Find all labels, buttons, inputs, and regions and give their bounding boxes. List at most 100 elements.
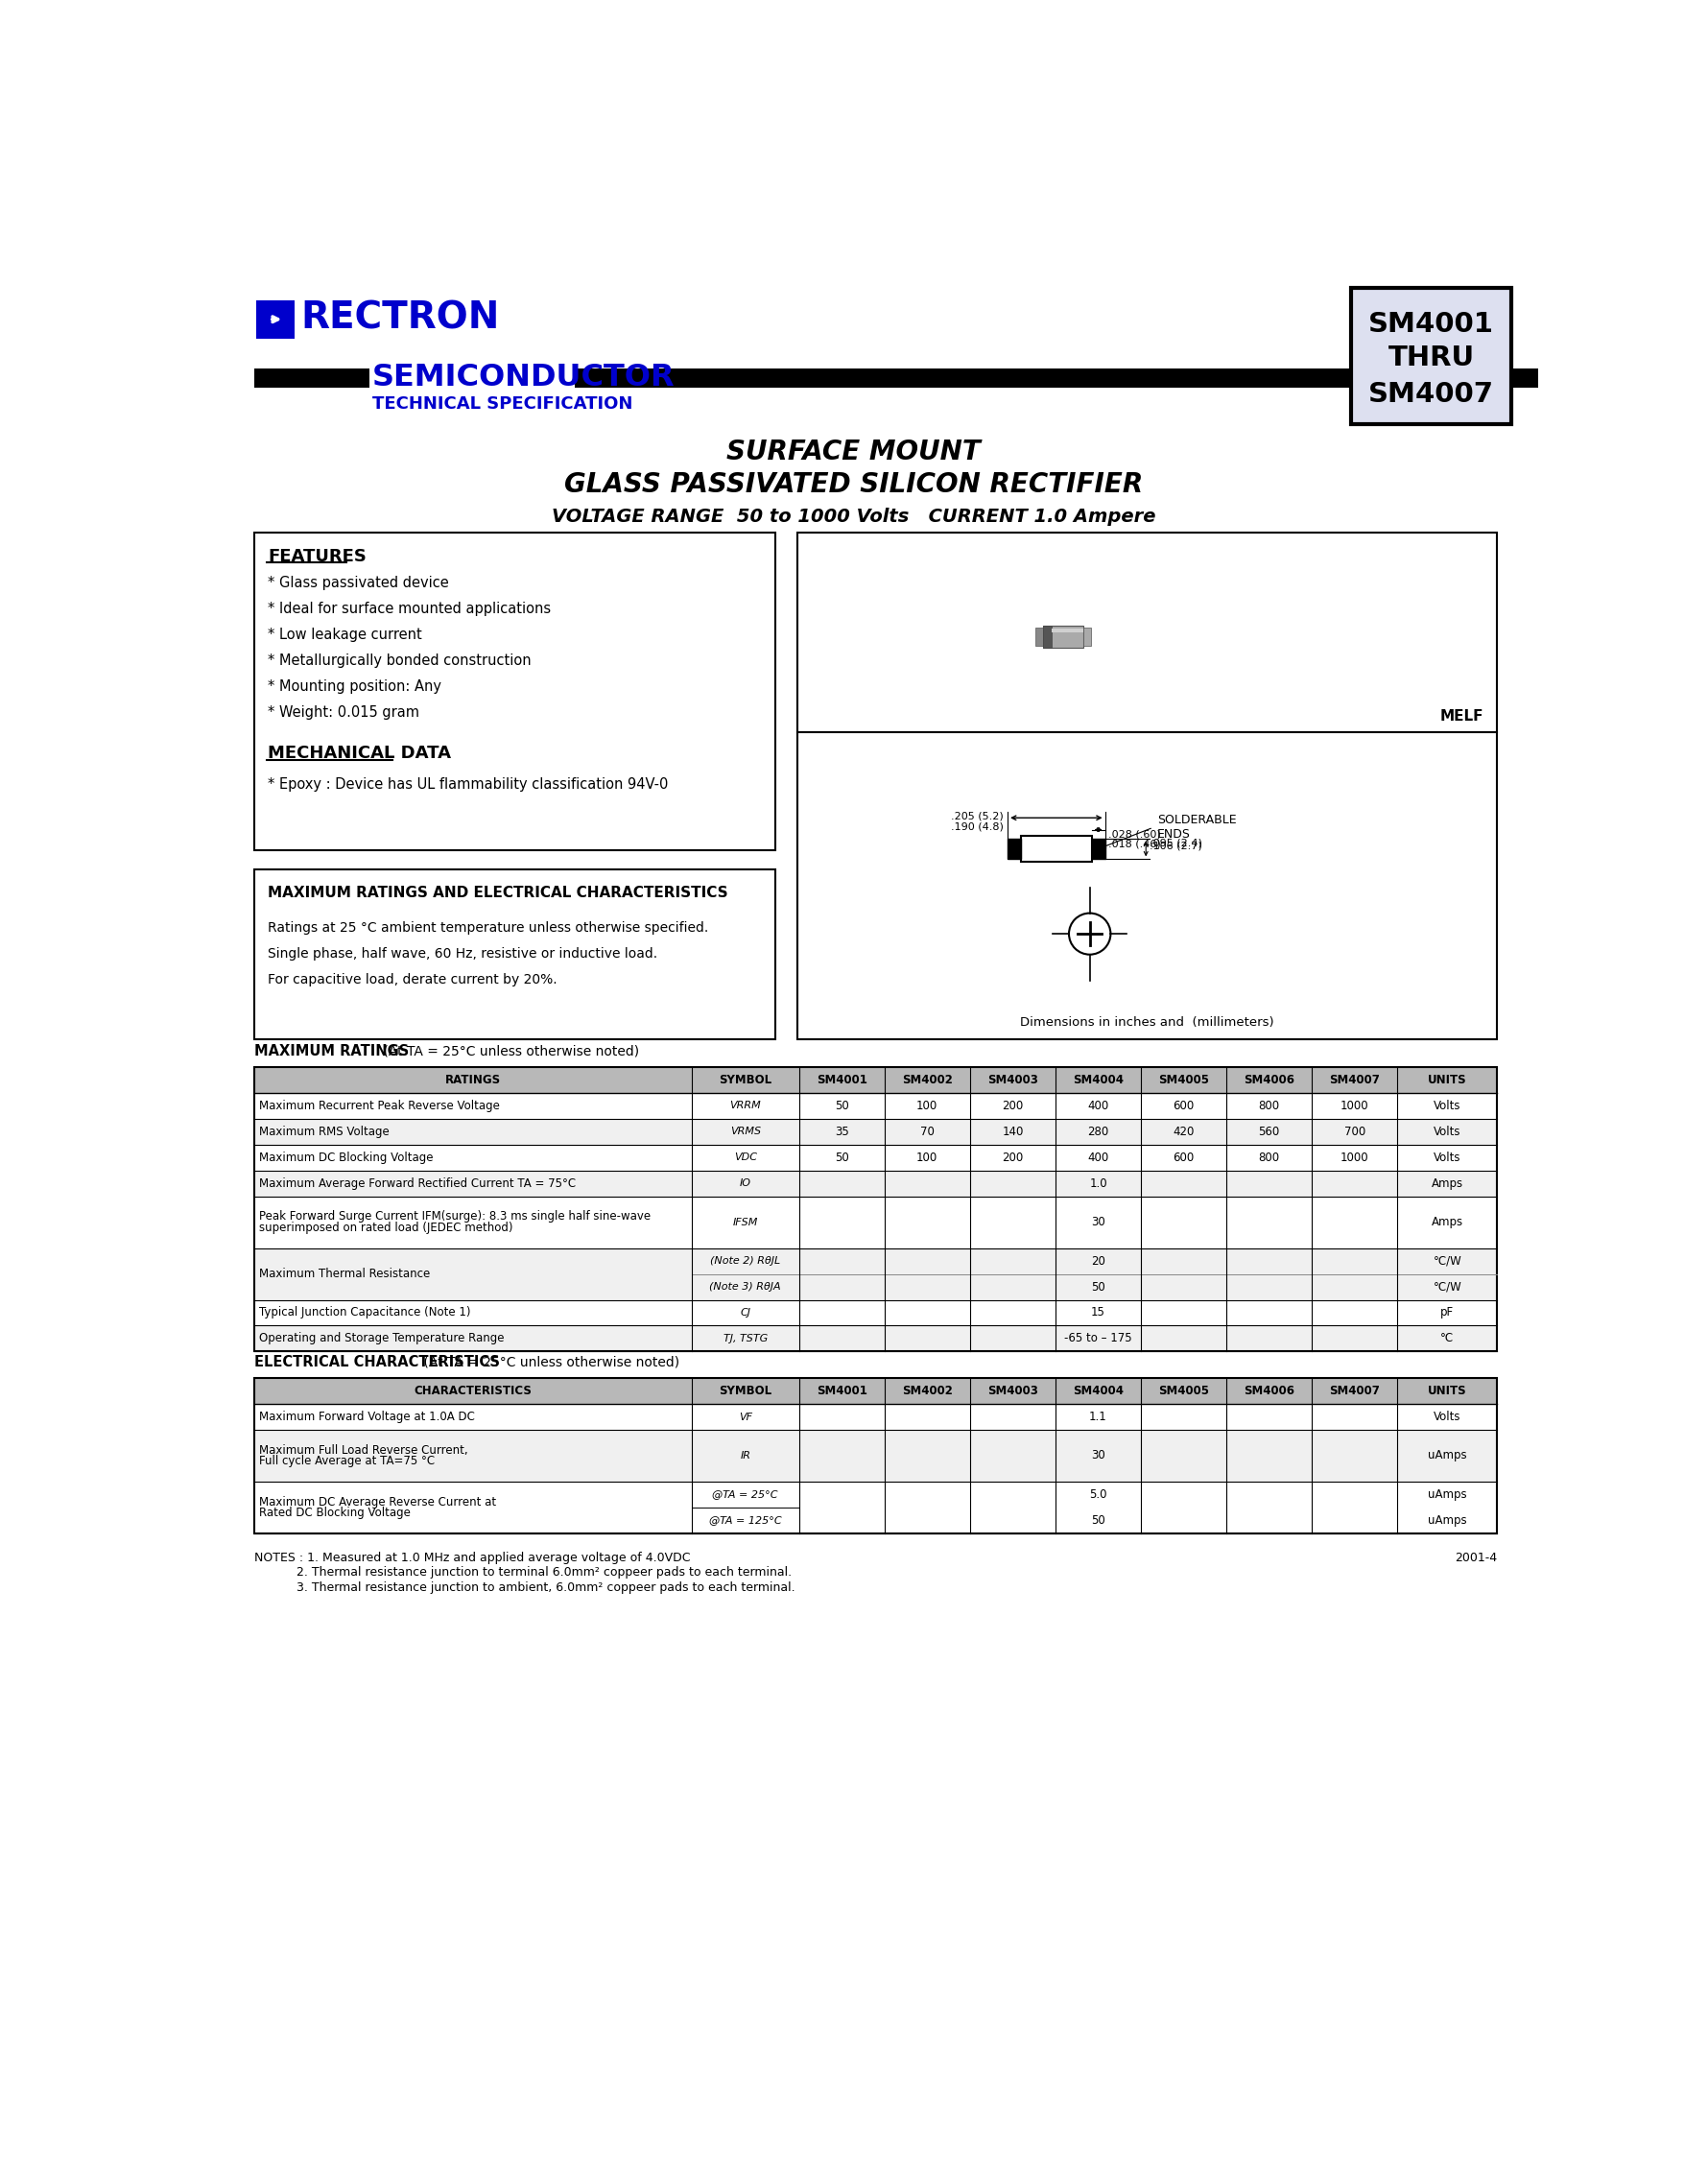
Text: .190 (4.8): .190 (4.8) bbox=[951, 822, 1003, 832]
Text: SM4001: SM4001 bbox=[816, 1075, 866, 1085]
Text: 1.0: 1.0 bbox=[1088, 1176, 1107, 1189]
Text: GLASS PASSIVATED SILICON RECTIFIER: GLASS PASSIVATED SILICON RECTIFIER bbox=[564, 471, 1143, 497]
Text: (Note 3) RθJA: (Note 3) RθJA bbox=[709, 1282, 781, 1291]
Text: 1000: 1000 bbox=[1339, 1152, 1368, 1163]
Text: For capacitive load, derate current by 20%.: For capacitive load, derate current by 2… bbox=[268, 973, 557, 986]
Text: SM4007: SM4007 bbox=[1329, 1075, 1380, 1085]
Text: FEATURES: FEATURES bbox=[268, 547, 367, 564]
Text: SM4004: SM4004 bbox=[1073, 1386, 1122, 1397]
Text: .028 (.60): .028 (.60) bbox=[1108, 830, 1161, 839]
Text: .095 (2.4): .095 (2.4) bbox=[1149, 839, 1202, 848]
Bar bbox=[1091, 839, 1105, 858]
Text: Maximum DC Average Reverse Current at: Maximum DC Average Reverse Current at bbox=[260, 1496, 495, 1509]
Text: * Low leakage current: * Low leakage current bbox=[268, 627, 422, 642]
Text: Maximum Thermal Resistance: Maximum Thermal Resistance bbox=[260, 1267, 430, 1280]
Text: Peak Forward Surge Current IFM(surge): 8.3 ms single half sine-wave: Peak Forward Surge Current IFM(surge): 8… bbox=[260, 1211, 651, 1224]
Text: SM4004: SM4004 bbox=[1073, 1075, 1122, 1085]
Text: 200: 200 bbox=[1001, 1100, 1023, 1111]
Text: .205 (5.2): .205 (5.2) bbox=[951, 811, 1003, 822]
Bar bbox=[254, 1247, 1496, 1299]
Text: uAmps: uAmps bbox=[1428, 1487, 1465, 1500]
Text: * Mounting position: Any: * Mounting position: Any bbox=[268, 679, 441, 694]
Text: 400: 400 bbox=[1086, 1100, 1108, 1111]
Text: SM4005: SM4005 bbox=[1158, 1386, 1209, 1397]
Bar bbox=[1042, 625, 1050, 649]
Text: 600: 600 bbox=[1172, 1100, 1194, 1111]
Text: IR: IR bbox=[740, 1451, 750, 1462]
Text: SM4001: SM4001 bbox=[1368, 311, 1493, 337]
Text: .106 (2.7): .106 (2.7) bbox=[1149, 841, 1201, 852]
Text: °C/W: °C/W bbox=[1433, 1280, 1460, 1293]
Text: SM4001: SM4001 bbox=[816, 1386, 866, 1397]
Text: SM4002: SM4002 bbox=[902, 1075, 951, 1085]
Text: VF: VF bbox=[738, 1412, 752, 1423]
Bar bbox=[254, 1481, 1496, 1533]
Text: Maximum Average Forward Rectified Current TA = 75°C: Maximum Average Forward Rectified Curren… bbox=[260, 1176, 576, 1189]
Text: UNITS: UNITS bbox=[1428, 1075, 1465, 1085]
Text: °C/W: °C/W bbox=[1433, 1254, 1460, 1267]
Text: * Glass passivated device: * Glass passivated device bbox=[268, 575, 449, 590]
Text: 20: 20 bbox=[1090, 1254, 1105, 1267]
Text: 700: 700 bbox=[1342, 1126, 1365, 1137]
Text: MAXIMUM RATINGS: MAXIMUM RATINGS bbox=[254, 1044, 408, 1057]
Bar bbox=[254, 1325, 1496, 1351]
Text: 100: 100 bbox=[915, 1152, 938, 1163]
Text: Ratings at 25 °C ambient temperature unless otherwise specified.: Ratings at 25 °C ambient temperature unl… bbox=[268, 921, 709, 934]
Text: VDC: VDC bbox=[733, 1152, 757, 1163]
Text: SM4005: SM4005 bbox=[1158, 1075, 1209, 1085]
Text: 560: 560 bbox=[1257, 1126, 1279, 1137]
Bar bbox=[798, 532, 1496, 733]
Text: VRMS: VRMS bbox=[729, 1126, 760, 1137]
Bar bbox=[254, 532, 775, 850]
Text: Full cycle Average at TA=75 °C: Full cycle Average at TA=75 °C bbox=[260, 1455, 434, 1468]
Bar bbox=[1042, 625, 1083, 649]
Text: 800: 800 bbox=[1257, 1100, 1279, 1111]
Text: RECTRON: RECTRON bbox=[301, 301, 499, 335]
Text: Maximum RMS Voltage: Maximum RMS Voltage bbox=[260, 1126, 389, 1137]
Text: 280: 280 bbox=[1086, 1126, 1108, 1137]
Text: CJ: CJ bbox=[740, 1308, 750, 1317]
Text: Single phase, half wave, 60 Hz, resistive or inductive load.: Single phase, half wave, 60 Hz, resistiv… bbox=[268, 947, 658, 960]
Bar bbox=[254, 1094, 1496, 1118]
Text: 3. Thermal resistance junction to ambient, 6.0mm² coppeer pads to each terminal.: 3. Thermal resistance junction to ambien… bbox=[254, 1580, 794, 1593]
Text: uAmps: uAmps bbox=[1428, 1513, 1465, 1526]
Text: (At TA = 25°C unless otherwise noted): (At TA = 25°C unless otherwise noted) bbox=[420, 1356, 680, 1369]
Text: Volts: Volts bbox=[1433, 1152, 1460, 1163]
Bar bbox=[254, 869, 775, 1040]
Text: (At TA = 25°C unless otherwise noted): (At TA = 25°C unless otherwise noted) bbox=[379, 1044, 639, 1057]
Bar bbox=[254, 1118, 1496, 1144]
Text: MECHANICAL DATA: MECHANICAL DATA bbox=[268, 744, 451, 761]
Text: * Epoxy : Device has UL flammability classification 94V-0: * Epoxy : Device has UL flammability cla… bbox=[268, 776, 668, 791]
Bar bbox=[1050, 629, 1083, 631]
Text: 35: 35 bbox=[834, 1126, 849, 1137]
Text: Rated DC Blocking Voltage: Rated DC Blocking Voltage bbox=[260, 1507, 410, 1520]
Text: MELF: MELF bbox=[1440, 709, 1483, 724]
Text: Volts: Volts bbox=[1433, 1410, 1460, 1423]
Text: CHARACTERISTICS: CHARACTERISTICS bbox=[413, 1386, 531, 1397]
Text: Operating and Storage Temperature Range: Operating and Storage Temperature Range bbox=[260, 1332, 504, 1345]
Bar bbox=[254, 1068, 1496, 1351]
Bar bbox=[254, 1068, 1496, 1094]
Text: 50: 50 bbox=[1090, 1280, 1105, 1293]
Text: 2. Thermal resistance junction to terminal 6.0mm² coppeer pads to each terminal.: 2. Thermal resistance junction to termin… bbox=[254, 1567, 791, 1578]
Text: (Note 2) RθJL: (Note 2) RθJL bbox=[711, 1256, 781, 1265]
Text: SURFACE MOUNT: SURFACE MOUNT bbox=[726, 439, 980, 465]
Text: Dimensions in inches and  (millimeters): Dimensions in inches and (millimeters) bbox=[1020, 1016, 1274, 1029]
Bar bbox=[1035, 627, 1042, 646]
Text: NOTES : 1. Measured at 1.0 MHz and applied average voltage of 4.0VDC: NOTES : 1. Measured at 1.0 MHz and appli… bbox=[254, 1552, 690, 1565]
Text: 100: 100 bbox=[915, 1100, 938, 1111]
Text: .018 (.46): .018 (.46) bbox=[1108, 839, 1161, 850]
Bar bbox=[254, 1144, 1496, 1170]
Bar bbox=[254, 368, 369, 387]
Text: 420: 420 bbox=[1172, 1126, 1194, 1137]
Text: VOLTAGE RANGE  50 to 1000 Volts   CURRENT 1.0 Ampere: VOLTAGE RANGE 50 to 1000 Volts CURRENT 1… bbox=[552, 508, 1155, 525]
Text: Volts: Volts bbox=[1433, 1100, 1460, 1111]
Bar bbox=[254, 1299, 1496, 1325]
Text: superimposed on rated load (JEDEC method): superimposed on rated load (JEDEC method… bbox=[260, 1222, 512, 1235]
Text: Typical Junction Capacitance (Note 1): Typical Junction Capacitance (Note 1) bbox=[260, 1306, 470, 1319]
Bar bbox=[254, 1170, 1496, 1196]
Bar bbox=[254, 1403, 1496, 1429]
Bar bbox=[256, 301, 294, 339]
Text: uAmps: uAmps bbox=[1428, 1449, 1465, 1462]
Text: Maximum Forward Voltage at 1.0A DC: Maximum Forward Voltage at 1.0A DC bbox=[260, 1410, 475, 1423]
